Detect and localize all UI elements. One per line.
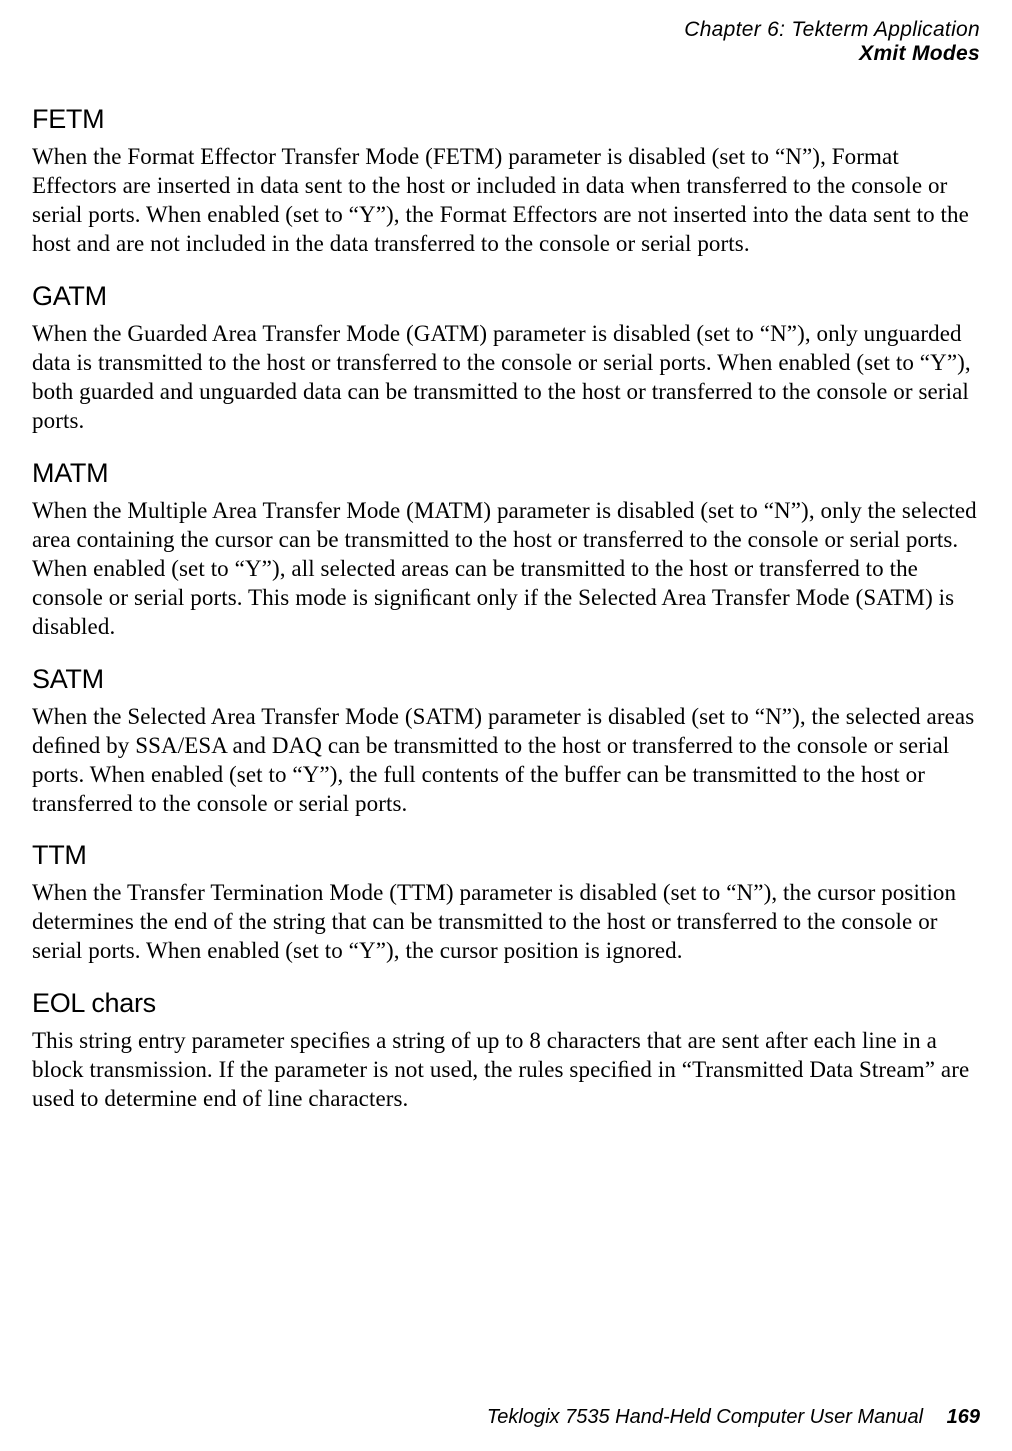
section-title: Xmit Modes: [32, 42, 980, 66]
chapter-title: Chapter 6: Tekterm Application: [32, 18, 980, 42]
section-eol-chars: EOL chars This string entry parameter sp…: [32, 988, 980, 1114]
body-satm: When the Selected Area Transfer Mode (SA…: [32, 703, 980, 819]
body-gatm: When the Guarded Area Transfer Mode (GAT…: [32, 320, 980, 436]
section-ttm: TTM When the Transfer Termination Mode (…: [32, 840, 980, 966]
footer-page-number: 169: [947, 1406, 980, 1428]
heading-ttm: TTM: [32, 840, 980, 871]
section-fetm: FETM When the Format Effector Transfer M…: [32, 104, 980, 259]
section-satm: SATM When the Selected Area Transfer Mod…: [32, 664, 980, 819]
body-ttm: When the Transfer Termination Mode (TTM)…: [32, 879, 980, 966]
heading-fetm: FETM: [32, 104, 980, 135]
body-eol-chars: This string entry parameter speciﬁes a s…: [32, 1027, 980, 1114]
heading-satm: SATM: [32, 664, 980, 695]
footer-title: Teklogix 7535 Hand-Held Computer User Ma…: [487, 1406, 923, 1428]
heading-eol-chars: EOL chars: [32, 988, 980, 1019]
heading-matm: MATM: [32, 458, 980, 489]
section-matm: MATM When the Multiple Area Transfer Mod…: [32, 458, 980, 642]
body-matm: When the Multiple Area Transfer Mode (MA…: [32, 497, 980, 642]
heading-gatm: GATM: [32, 281, 980, 312]
page-header: Chapter 6: Tekterm Application Xmit Mode…: [32, 18, 980, 66]
body-fetm: When the Format Effector Transfer Mode (…: [32, 143, 980, 259]
section-gatm: GATM When the Guarded Area Transfer Mode…: [32, 281, 980, 436]
page-footer: Teklogix 7535 Hand-Held Computer User Ma…: [487, 1406, 980, 1429]
